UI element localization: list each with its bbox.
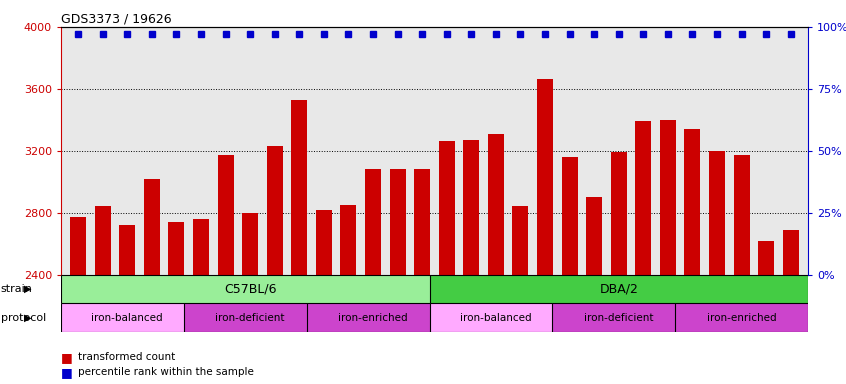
Bar — [562, 157, 578, 384]
Bar — [306, 303, 439, 332]
Bar — [365, 169, 381, 384]
Bar — [513, 207, 529, 384]
Bar — [464, 140, 480, 384]
Text: strain: strain — [1, 284, 33, 294]
Text: percentile rank within the sample: percentile rank within the sample — [78, 367, 254, 377]
Text: ▶: ▶ — [24, 284, 31, 294]
Bar — [266, 146, 283, 384]
Bar — [439, 141, 454, 384]
Bar — [709, 151, 725, 384]
Bar — [537, 79, 553, 384]
Bar — [684, 129, 700, 384]
Bar — [430, 275, 808, 303]
Text: C57BL/6: C57BL/6 — [224, 283, 277, 295]
Bar — [430, 303, 563, 332]
Bar — [217, 155, 233, 384]
Bar — [586, 197, 602, 384]
Bar — [144, 179, 160, 384]
Bar — [193, 219, 209, 384]
Bar — [552, 303, 685, 332]
Bar — [61, 303, 194, 332]
Text: protocol: protocol — [1, 313, 46, 323]
Text: ■: ■ — [61, 351, 73, 364]
Text: transformed count: transformed count — [78, 352, 175, 362]
Text: GDS3373 / 19626: GDS3373 / 19626 — [61, 13, 172, 26]
Bar — [733, 156, 750, 384]
Bar — [291, 99, 307, 384]
Bar — [184, 303, 316, 332]
Text: iron-deficient: iron-deficient — [216, 313, 285, 323]
Bar — [340, 205, 356, 384]
Bar — [660, 120, 676, 384]
Bar — [95, 207, 111, 384]
Bar — [70, 217, 86, 384]
Bar — [61, 275, 439, 303]
Text: ■: ■ — [61, 366, 73, 379]
Bar — [415, 169, 430, 384]
Bar — [783, 230, 799, 384]
Text: iron-balanced: iron-balanced — [91, 313, 163, 323]
Text: iron-enriched: iron-enriched — [706, 313, 777, 323]
Bar — [488, 134, 504, 384]
Bar — [242, 213, 258, 384]
Text: DBA/2: DBA/2 — [599, 283, 638, 295]
Bar — [675, 303, 808, 332]
Bar — [758, 240, 774, 384]
Bar — [611, 152, 627, 384]
Bar — [119, 225, 135, 384]
Bar — [316, 210, 332, 384]
Text: iron-deficient: iron-deficient — [584, 313, 653, 323]
Text: iron-enriched: iron-enriched — [338, 313, 408, 323]
Text: iron-balanced: iron-balanced — [460, 313, 531, 323]
Text: ▶: ▶ — [24, 313, 31, 323]
Bar — [635, 121, 651, 384]
Bar — [168, 222, 184, 384]
Bar — [389, 169, 405, 384]
